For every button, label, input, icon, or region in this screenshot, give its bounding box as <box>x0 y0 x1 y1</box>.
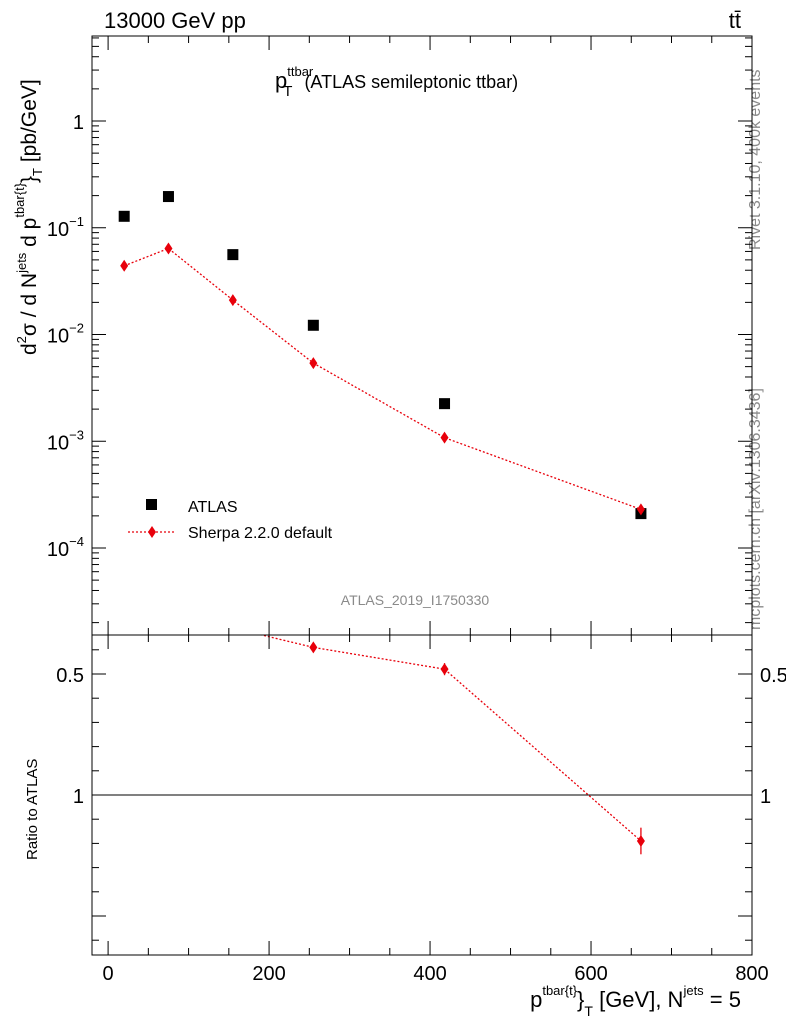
main-title-sub: T <box>283 83 292 100</box>
legend-sherpa-marker <box>148 526 156 538</box>
ylabel-sigma: σ / d N <box>18 273 41 336</box>
main-title-sup: ttbar <box>287 64 314 79</box>
ylabel-suptbar: tbar{t} <box>12 182 27 217</box>
ylabel-supjets: jets <box>14 252 29 274</box>
ylabel-unit: [pb/GeV] <box>18 79 41 168</box>
main-axis-ticks <box>92 36 753 635</box>
xlabel-rest: [GeV], N <box>593 987 683 1012</box>
header-right: tt̄ <box>729 8 741 33</box>
main-frame <box>91 35 753 636</box>
ratio-sherpa-point <box>440 663 449 676</box>
ratio-sherpa-line <box>259 635 642 842</box>
main-y-label: d2σ / d Njets d ptbar{t}}T [pb/GeV] <box>12 79 45 355</box>
main-title-p: p <box>275 68 287 93</box>
ylabel-sup2: 2 <box>14 336 29 343</box>
analysis-watermark: ATLAS_2019_I1750330 <box>341 592 490 608</box>
xlabel-sub: T <box>584 1003 593 1019</box>
atlas-point <box>118 210 130 222</box>
atlas-point <box>227 249 239 261</box>
main-title: pttbar T (ATLAS semileptonic ttbar) <box>275 64 518 100</box>
x-tick-label: 600 <box>574 963 607 985</box>
main-panel: 1 10−1 10−2 10−3 10−4 pttbar T (ATLAS semilept… <box>12 35 753 636</box>
main-y-tick-label: 10−2 <box>47 321 84 348</box>
ratio-y-tick-label-right: 1 <box>760 786 771 808</box>
x-tick-label: 800 <box>735 963 768 985</box>
sherpa-point <box>228 294 237 307</box>
sherpa-line <box>123 247 642 510</box>
rivet-label: Rivet 3.1.10, 400k events <box>747 69 764 250</box>
main-data-marks <box>118 191 647 520</box>
main-title-rest: (ATLAS semileptonic ttbar) <box>304 72 518 92</box>
atlas-point <box>307 319 319 331</box>
ratio-y-tick-label-right: 0.5 <box>760 665 786 687</box>
sherpa-point <box>164 242 173 255</box>
main-y-tick-label: 10−3 <box>47 427 84 454</box>
xlabel-eq: = 5 <box>704 987 741 1012</box>
xlabel-brace: } <box>577 987 584 1012</box>
legend-sherpa-label: Sherpa 2.2.0 default <box>188 525 333 542</box>
ratio-sherpa-point <box>309 641 318 654</box>
ylabel-d: d <box>18 343 41 355</box>
x-tick-label: 400 <box>413 963 446 985</box>
main-y-tick-label: 10−1 <box>47 214 84 241</box>
ratio-y-tick-label-left: 1 <box>73 786 84 808</box>
main-y-tick-label: 10−4 <box>47 534 84 561</box>
main-y-tick-labels: 1 10−1 10−2 10−3 10−4 <box>47 112 84 561</box>
ratio-panel: 0.50.511220200400600800 Ratio to ATLAS p… <box>24 622 786 1019</box>
main-y-tick-label: 1 <box>73 112 84 134</box>
ratio-tick-labels: 0.50.511220200400600800 <box>56 665 786 985</box>
ratio-y-tick-label-left: 0.5 <box>56 665 84 687</box>
xlabel-sup: tbar{t} <box>542 983 577 998</box>
header-left: 13000 GeV pp <box>104 8 246 33</box>
sherpa-point <box>440 431 449 444</box>
ylabel-subT: T <box>30 168 45 176</box>
ylabel-brace: } <box>18 176 41 183</box>
sherpa-point <box>120 259 129 272</box>
legend-atlas-marker <box>146 499 157 510</box>
ratio-data-marks <box>229 622 645 855</box>
atlas-point <box>439 398 451 410</box>
ylabel-dp: d p <box>18 218 41 253</box>
sherpa-point <box>636 503 645 516</box>
ratio-sherpa-point <box>229 622 237 634</box>
x-tick-label: 200 <box>252 963 285 985</box>
ratio-axis-ticks <box>92 635 753 955</box>
legend-atlas-label: ATLAS <box>188 499 238 516</box>
x-axis-label: ptbar{t}}T [GeV], Njets = 5 <box>530 983 741 1019</box>
atlas-point <box>162 191 174 203</box>
xlabel-p: p <box>530 987 542 1012</box>
ratio-y-label: Ratio to ATLAS <box>24 759 41 860</box>
sherpa-point <box>309 357 318 370</box>
xlabel-supjets: jets <box>682 983 704 998</box>
mcplots-label: mcplots.cern.ch [arXiv:1306.3436] <box>747 388 764 630</box>
ratio-sherpa-point <box>636 834 645 847</box>
x-tick-label: 0 <box>103 963 114 985</box>
legend: ATLAS Sherpa 2.2.0 default <box>128 499 333 542</box>
